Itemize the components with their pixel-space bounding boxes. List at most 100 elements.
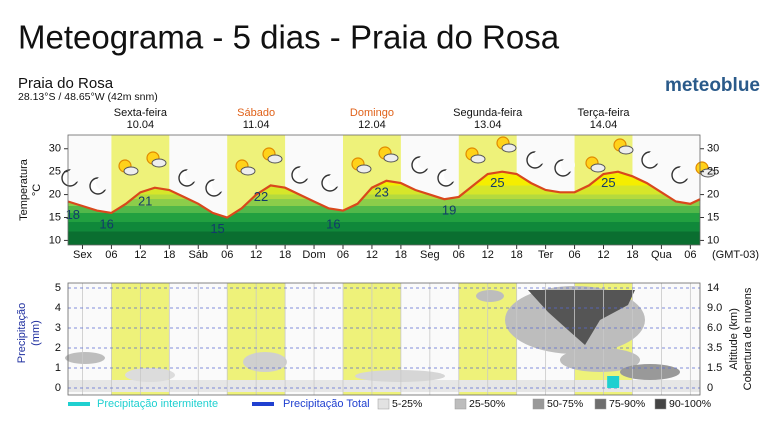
small-cloud — [240, 166, 256, 176]
legend-label: Precipitação intermitente — [97, 398, 218, 410]
weather-icons — [61, 136, 716, 197]
temp-label: 21 — [138, 193, 152, 208]
x-tick-label: 12 — [366, 249, 378, 261]
x-tick-label: 06 — [684, 249, 696, 261]
y2-tick-label: 6.0 — [707, 322, 722, 334]
day-name: Segunda-feira — [453, 107, 523, 119]
legend-label: 75-90% — [609, 398, 645, 410]
moon-cut — [68, 168, 82, 182]
moon-cut — [533, 150, 547, 164]
small-cloud — [470, 154, 486, 164]
small-cloud — [590, 163, 606, 173]
moon-cut — [561, 158, 575, 172]
temp-label: 18 — [66, 207, 80, 222]
legend-swatch — [532, 398, 545, 410]
temp-label: 25 — [490, 175, 504, 190]
x-tick-label: 06 — [568, 249, 580, 261]
day-name: Terça-feira — [578, 107, 631, 119]
y2-tick-label: 9.0 — [707, 302, 722, 314]
moon-cut — [96, 176, 110, 190]
temp-label: 16 — [326, 216, 340, 231]
small-cloud — [383, 153, 399, 163]
plot-frame — [67, 282, 701, 396]
x-tick-label: 06 — [105, 249, 117, 261]
legend-swatch — [68, 402, 90, 406]
y2-tick-label: 1.5 — [707, 362, 722, 374]
temperature-line — [67, 170, 701, 219]
temp-label: 22 — [254, 189, 268, 204]
y2-tick-label: 25 — [707, 166, 719, 178]
y-tick-label: 0 — [55, 382, 61, 394]
y-unit: °C — [31, 184, 43, 196]
moon-cut — [418, 155, 432, 169]
legend-swatch — [377, 398, 390, 410]
cloud — [528, 290, 635, 345]
x-tick-label: Dom — [302, 249, 325, 261]
moon-cut — [648, 150, 662, 164]
legend-label: 25-50% — [469, 398, 505, 410]
day-name: Sábado — [237, 107, 275, 119]
x-tick-label: 12 — [597, 249, 609, 261]
y-tick-label: 15 — [49, 211, 61, 223]
x-tick-label: Seg — [420, 249, 440, 261]
coords: 28.13°S / 48.65°W (42m snm) — [18, 91, 158, 103]
cloud — [620, 364, 680, 380]
day-date: 14.04 — [590, 119, 618, 131]
legend-swatch — [594, 398, 607, 410]
day-name: Domingo — [350, 107, 394, 119]
x-tick-label: 06 — [337, 249, 349, 261]
x-tick-label: 18 — [511, 249, 523, 261]
x-tick-label: 18 — [279, 249, 291, 261]
temp-label: 19 — [442, 203, 456, 218]
y-tick-label: 25 — [49, 166, 61, 178]
cloud — [560, 348, 640, 372]
moon-cut — [444, 168, 458, 182]
cloud — [65, 352, 105, 364]
legend-label: 90-100% — [669, 398, 711, 410]
cloud — [476, 290, 504, 302]
y-label: Precipitação — [16, 303, 28, 364]
y-label: Temperatura — [18, 158, 30, 221]
y2-tick-label: 15 — [707, 211, 719, 223]
cloud — [125, 368, 175, 382]
small-cloud — [501, 143, 517, 153]
small-cloud — [700, 168, 716, 178]
legend-swatch — [454, 398, 467, 410]
plot-frame — [67, 134, 701, 246]
x-tick-label: 18 — [163, 249, 175, 261]
brand: meteoblue — [665, 75, 760, 96]
y-tick-label: 3 — [55, 322, 61, 334]
legend-swatch — [654, 398, 667, 410]
legend-label: Precipitação Total — [283, 398, 370, 410]
y2-label: Altitude (km) — [728, 308, 740, 370]
small-cloud — [267, 154, 283, 164]
x-tick-label: 18 — [395, 249, 407, 261]
y-tick-label: 5 — [55, 282, 61, 294]
y3-label: Cobertura de nuvens — [742, 287, 754, 390]
day-date: 10.04 — [127, 119, 155, 131]
clouds — [65, 286, 700, 392]
x-tick-label: Sex — [73, 249, 92, 261]
day-date: 11.04 — [243, 119, 270, 131]
cloud-band — [68, 380, 700, 392]
y2-tick-label: 14 — [707, 282, 719, 294]
x-tick-label: 12 — [134, 249, 146, 261]
y2-tick-label: 0 — [707, 382, 713, 394]
x-tick-label: Sáb — [188, 249, 208, 261]
day-name: Sexta-feira — [114, 107, 168, 119]
y-tick-label: 10 — [49, 234, 61, 246]
temp-label: 15 — [210, 221, 224, 236]
y-tick-label: 1 — [55, 362, 61, 374]
y2-tick-label: 30 — [707, 143, 719, 155]
moon-cut — [185, 168, 199, 182]
small-cloud — [618, 145, 634, 155]
legend-label: 50-75% — [547, 398, 583, 410]
x-tick-label: 18 — [626, 249, 638, 261]
y-tick-label: 2 — [55, 342, 61, 354]
legend-label: 5-25% — [392, 398, 422, 410]
y2-tick-label: 20 — [707, 188, 719, 200]
day-date: 13.04 — [474, 119, 502, 131]
small-cloud — [123, 166, 139, 176]
y2-tick-label: 3.5 — [707, 342, 722, 354]
